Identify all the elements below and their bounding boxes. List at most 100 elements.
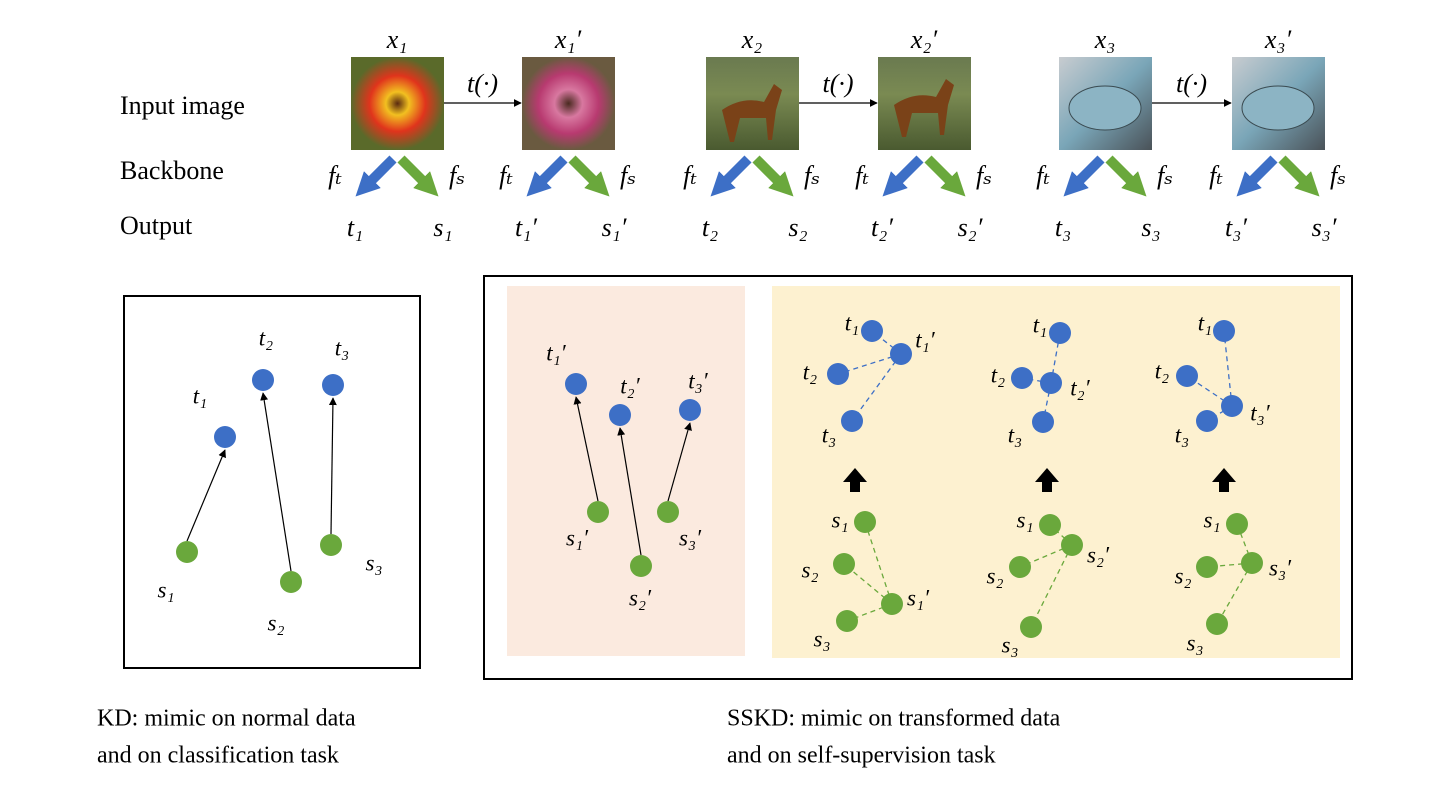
up-arrow: [1212, 468, 1236, 492]
up-arrow: [1035, 468, 1059, 492]
student-point: [1020, 616, 1042, 638]
student-backbone-arrow: [1105, 155, 1147, 197]
transform-label: t(·): [467, 69, 498, 98]
student-point: [836, 610, 858, 632]
student-label: s₁′: [566, 525, 589, 550]
teacher-label: t₁: [193, 383, 207, 408]
teacher-function: fₜ: [1036, 161, 1050, 190]
teacher-point: [1176, 365, 1198, 387]
student-backbone-arrow: [568, 155, 610, 197]
image-label: x₁: [386, 25, 408, 54]
student-backbone-arrow: [1278, 155, 1320, 197]
student-point: [1009, 556, 1031, 578]
teacher-point: [1196, 410, 1218, 432]
student-output: s₂: [788, 213, 807, 242]
student-function: fₛ: [976, 161, 992, 190]
teacher-label: t₂: [991, 362, 1005, 387]
transform-label: t(·): [1176, 69, 1207, 98]
relation-line: [1042, 382, 1052, 423]
teacher-function: fₜ: [1209, 161, 1223, 190]
car-shape: [1241, 85, 1315, 131]
mimic-arrow: [573, 396, 599, 502]
teacher-function: fₜ: [328, 161, 342, 190]
teacher-label: t₁: [845, 310, 859, 335]
teacher-output: t₂′: [871, 213, 893, 242]
mimic-arrow: [260, 392, 292, 572]
student-point: [1241, 552, 1263, 574]
teacher-point: [827, 363, 849, 385]
up-arrow: [843, 468, 867, 492]
teacher-label: t₁′: [546, 340, 566, 365]
student-label: s₃′: [679, 525, 702, 550]
teacher-label: t₂: [259, 325, 273, 350]
student-label: s₃: [1002, 632, 1019, 657]
teacher-point: [1213, 320, 1235, 342]
teacher-label: t₁′: [915, 327, 935, 352]
input-image: [351, 57, 444, 150]
input-image: [522, 57, 615, 150]
relation-line: [1236, 523, 1253, 564]
image-label: x₁′: [554, 25, 582, 54]
student-label: s₂: [987, 563, 1004, 588]
teacher-label: t₃′: [1250, 400, 1270, 425]
teacher-label: t₂′: [1070, 375, 1090, 400]
student-label: s₃: [1187, 630, 1204, 655]
teacher-label: t₂: [803, 359, 817, 384]
student-label: s₂′: [629, 585, 652, 610]
student-point: [854, 511, 876, 533]
teacher-backbone-arrow: [710, 155, 752, 197]
student-output: s₂′: [958, 213, 983, 242]
relation-line: [837, 353, 902, 375]
student-label: s₂: [268, 610, 285, 635]
teacher-label: t₃′: [688, 368, 708, 393]
teacher-function: fₜ: [855, 161, 869, 190]
teacher-output: t₁′: [515, 213, 537, 242]
teacher-point: [1221, 395, 1243, 417]
student-output: s₁′: [602, 213, 627, 242]
image-label: x₃: [1094, 25, 1116, 54]
student-point: [657, 501, 679, 523]
student-output: s₃′: [1312, 213, 1337, 242]
mimic-arrow: [667, 422, 692, 502]
teacher-label: t₁: [1198, 310, 1212, 335]
student-label: s₁: [832, 507, 849, 532]
teacher-point: [252, 369, 274, 391]
caption: and on self-supervision task: [727, 743, 996, 769]
student-function: fₛ: [1330, 161, 1346, 190]
teacher-backbone-arrow: [526, 155, 568, 197]
teacher-label: t₃: [1008, 422, 1022, 447]
student-point: [630, 555, 652, 577]
relation-line: [1030, 544, 1073, 628]
student-point: [280, 571, 302, 593]
caption: KD: mimic on normal data: [97, 706, 356, 732]
student-backbone-arrow: [924, 155, 966, 197]
caption: SSKD: mimic on transformed data: [727, 706, 1061, 732]
student-point: [320, 534, 342, 556]
image-label: x₂′: [910, 25, 938, 54]
student-point: [587, 501, 609, 523]
kd-panel: [123, 295, 421, 669]
student-function: fₛ: [449, 161, 465, 190]
relation-line: [1223, 330, 1233, 407]
student-point: [1226, 513, 1248, 535]
student-label: s₂′: [1087, 542, 1110, 567]
row-label: Output: [120, 211, 193, 240]
student-output: s₁: [433, 213, 452, 242]
student-label: s₂: [802, 557, 819, 582]
teacher-point: [841, 410, 863, 432]
teacher-label: t₂′: [620, 373, 640, 398]
student-point: [1061, 534, 1083, 556]
student-point: [881, 593, 903, 615]
student-point: [1206, 613, 1228, 635]
teacher-output: t₃: [1055, 213, 1071, 242]
caption: and on classification task: [97, 743, 339, 769]
mimic-background: [507, 286, 745, 656]
teacher-point: [565, 373, 587, 395]
teacher-point: [322, 374, 344, 396]
sskd-panel: [483, 275, 1353, 680]
student-function: fₛ: [620, 161, 636, 190]
student-label: s₁: [1204, 507, 1221, 532]
teacher-label: t₂: [1155, 358, 1169, 383]
relation-line: [851, 353, 902, 422]
